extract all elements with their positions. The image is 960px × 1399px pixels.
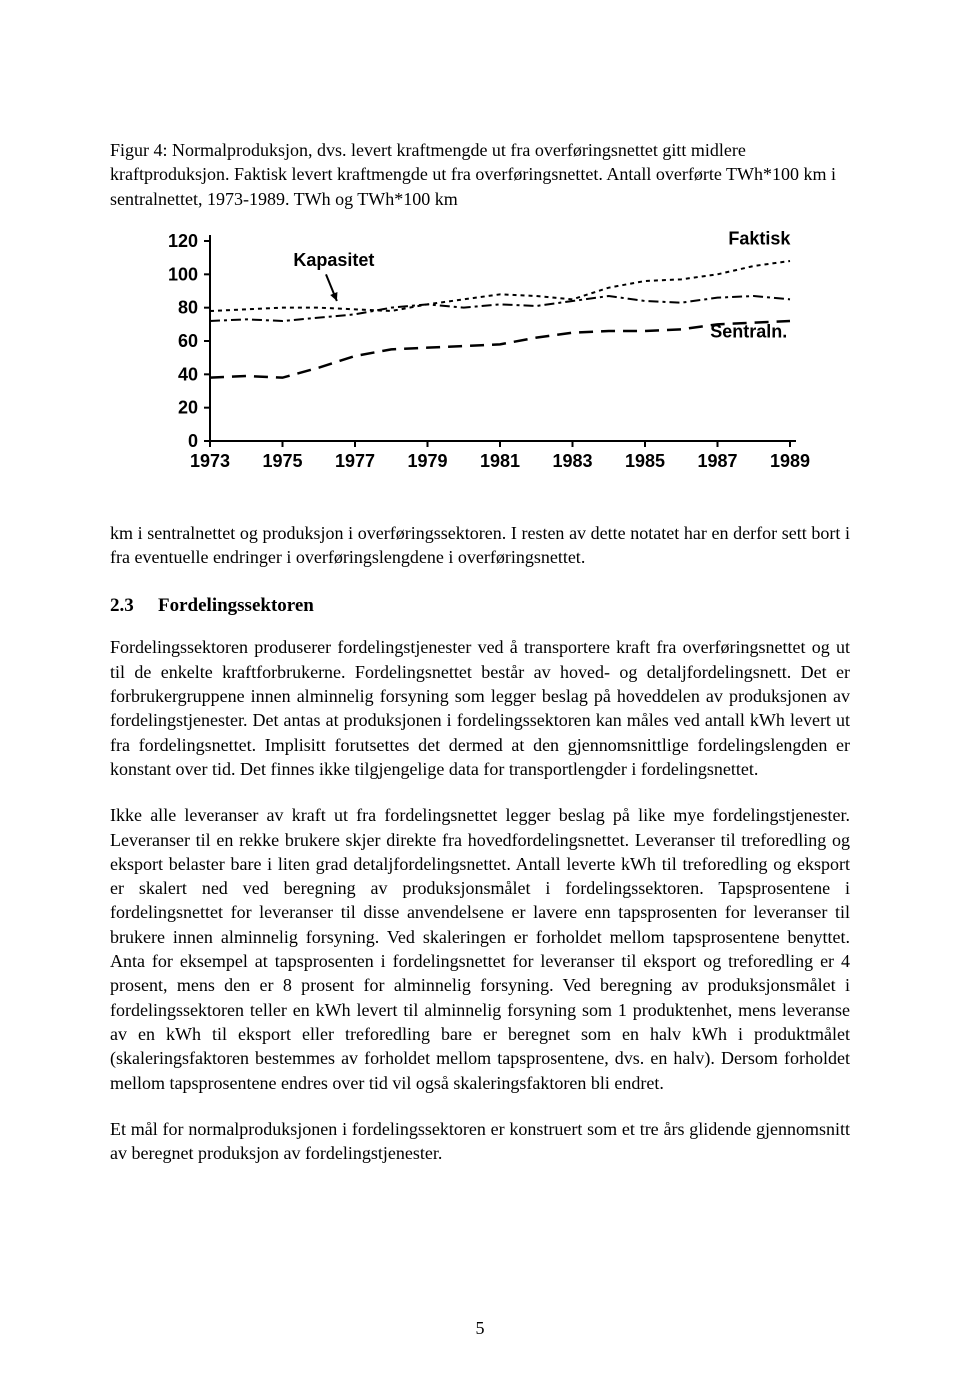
svg-text:1989: 1989	[770, 451, 810, 471]
section-title: Fordelingssektoren	[158, 595, 314, 616]
svg-text:120: 120	[168, 231, 198, 251]
svg-text:60: 60	[178, 331, 198, 351]
svg-text:20: 20	[178, 398, 198, 418]
paragraph-4: Et mål for normalproduksjonen i fordelin…	[110, 1117, 850, 1166]
svg-text:100: 100	[168, 264, 198, 284]
svg-text:1987: 1987	[697, 451, 737, 471]
page: Figur 4: Normalproduksjon, dvs. levert k…	[0, 0, 960, 1399]
svg-text:40: 40	[178, 364, 198, 384]
svg-text:80: 80	[178, 298, 198, 318]
label-sentraln: Sentraln.	[710, 322, 787, 342]
figure-caption: Figur 4: Normalproduksjon, dvs. levert k…	[110, 138, 850, 211]
svg-text:1979: 1979	[407, 451, 447, 471]
svg-text:1985: 1985	[625, 451, 665, 471]
chart-container: 0 20 40 60 80 100 120 1973 1975 1977 1979 1981 1983 1…	[140, 231, 820, 491]
label-kapasitet: Kapasitet	[293, 250, 374, 270]
svg-text:1983: 1983	[552, 451, 592, 471]
svg-text:1973: 1973	[190, 451, 230, 471]
page-number: 5	[0, 1318, 960, 1339]
section-number: 2.3	[110, 595, 158, 617]
chart: 0 20 40 60 80 100 120 1973 1975 1977 1979 1981 1983 1…	[140, 231, 820, 491]
svg-text:0: 0	[188, 431, 198, 451]
paragraph-3: Ikke alle leveranser av kraft ut fra for…	[110, 803, 850, 1095]
svg-text:1977: 1977	[335, 451, 375, 471]
section-heading: 2.3Fordelingssektoren	[110, 595, 850, 617]
series-sentraln.	[210, 321, 790, 378]
series-faktisk	[210, 296, 790, 321]
label-faktisk: Faktisk	[728, 231, 791, 248]
svg-text:1975: 1975	[262, 451, 302, 471]
svg-text:1981: 1981	[480, 451, 520, 471]
paragraph-2: Fordelingssektoren produserer fordelings…	[110, 635, 850, 781]
paragraph-1: km i sentralnettet og produksjon i overf…	[110, 521, 850, 570]
